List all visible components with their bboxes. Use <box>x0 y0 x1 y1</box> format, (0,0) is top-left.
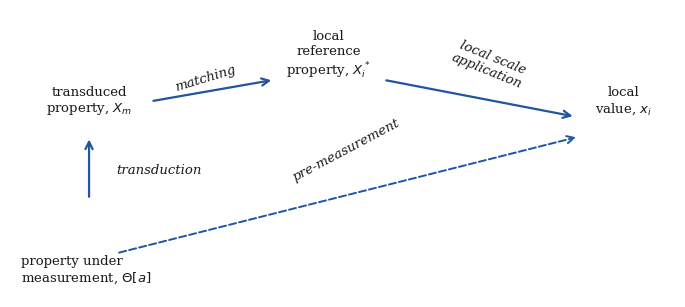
Text: local
reference
property, $X_i^*$: local reference property, $X_i^*$ <box>286 30 371 81</box>
Text: transduced
property, $X_m$: transduced property, $X_m$ <box>46 86 132 117</box>
Text: local
value, $x_i$: local value, $x_i$ <box>595 86 651 117</box>
Text: matching: matching <box>173 63 238 94</box>
Text: property under
measurement, $\Theta[a]$: property under measurement, $\Theta[a]$ <box>21 255 151 286</box>
Text: transduction: transduction <box>116 164 202 177</box>
Text: pre-measurement: pre-measurement <box>290 117 401 184</box>
Text: local scale
application: local scale application <box>450 37 530 91</box>
